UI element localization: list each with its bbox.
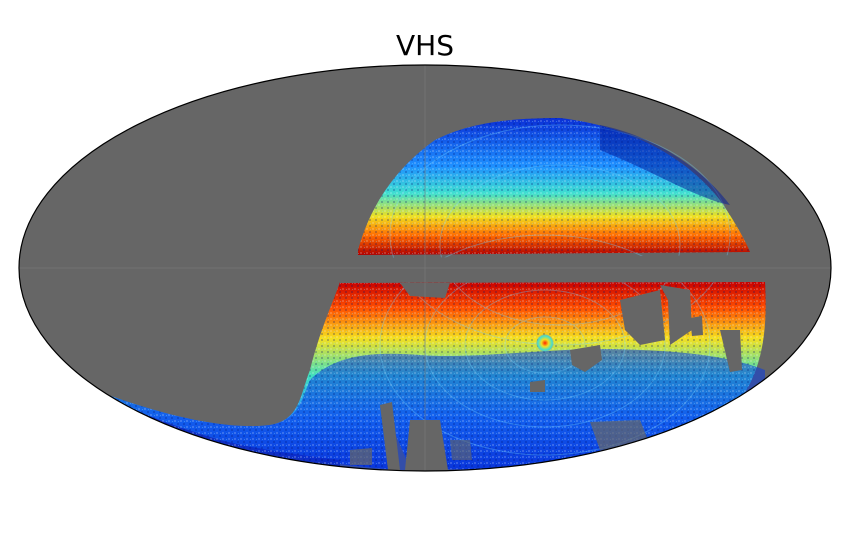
north-edge-deepblue [600, 125, 730, 205]
survey-hole [660, 285, 692, 345]
survey-hole [405, 420, 448, 470]
galactic-plane-gap [340, 255, 770, 283]
survey-hole [450, 440, 472, 460]
survey-hole [690, 316, 703, 336]
map-title: VHS [396, 29, 454, 62]
survey-hole [570, 345, 602, 372]
survey-hole [620, 290, 665, 345]
survey-hole [720, 330, 742, 372]
lmc-hotspot [536, 334, 554, 352]
survey-hole [530, 380, 545, 392]
survey-coverage [100, 118, 770, 470]
map-outline [18, 64, 832, 472]
survey-hole [380, 402, 400, 470]
survey-hole [350, 448, 372, 465]
